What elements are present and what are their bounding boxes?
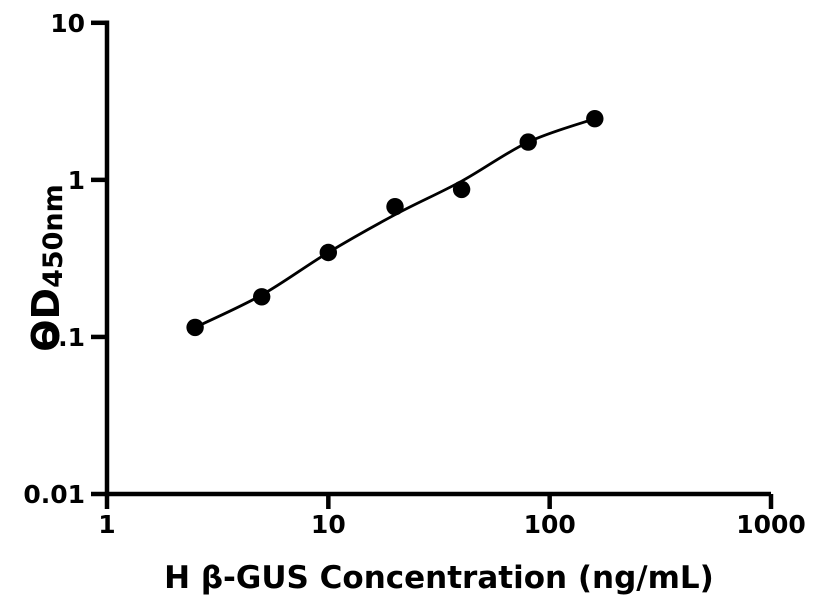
data-point-marker (319, 243, 337, 262)
x-tick-label: 100 (524, 510, 576, 539)
y-tick-label: 1 (68, 166, 85, 195)
x-axis-title: H β-GUS Concentration (ng/mL) (164, 560, 714, 596)
y-axis-title-main: OD (24, 287, 68, 352)
y-axis-title-subscript: 450nm (38, 184, 69, 288)
data-point-marker (186, 318, 204, 337)
data-point-marker (586, 110, 604, 128)
x-tick-label: 1 (98, 510, 115, 539)
y-tick-label: 0.01 (23, 480, 85, 509)
data-point-marker (253, 288, 271, 306)
x-tick-label: 10 (311, 510, 346, 539)
data-point-marker (519, 133, 537, 151)
data-point-marker (452, 180, 471, 199)
x-tick-label: 1000 (736, 510, 806, 539)
y-tick-label: 10 (50, 9, 85, 38)
data-point-marker (386, 198, 404, 216)
axis-spine (104, 20, 771, 497)
y-axis-title-text: OD450nm (24, 184, 69, 352)
y-tick-label: 0.1 (41, 323, 85, 352)
